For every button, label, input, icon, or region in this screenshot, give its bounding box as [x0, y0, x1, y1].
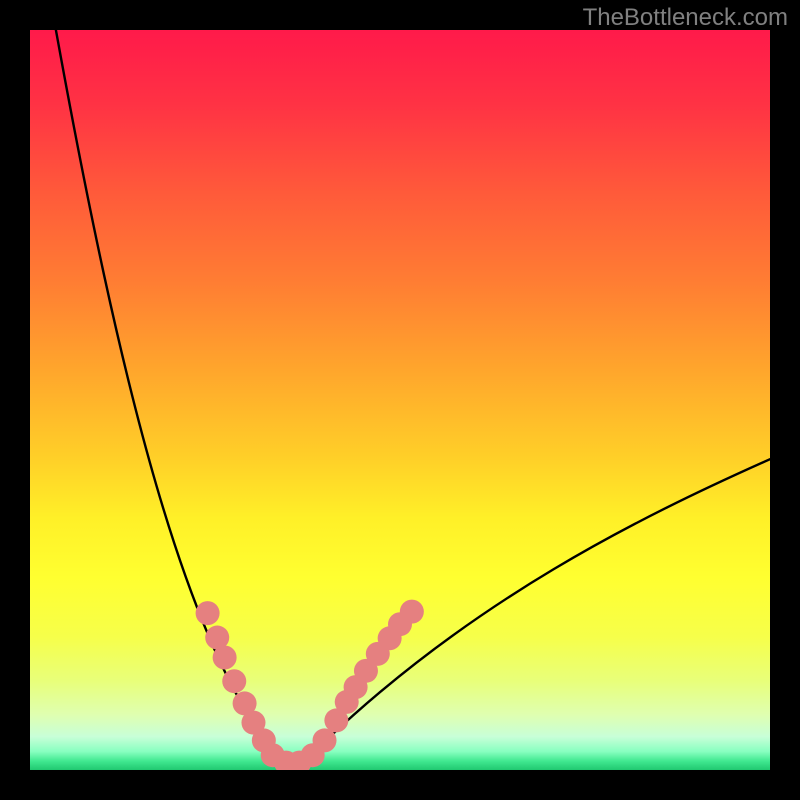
- plot-area: [30, 30, 770, 770]
- gradient-background: [30, 30, 770, 770]
- watermark-text: TheBottleneck.com: [583, 4, 788, 32]
- chart-frame: TheBottleneck.com: [0, 0, 800, 800]
- data-marker: [400, 600, 424, 624]
- chart-svg: [30, 30, 770, 770]
- data-marker: [213, 646, 237, 670]
- data-marker: [196, 601, 220, 625]
- data-marker: [313, 728, 337, 752]
- data-marker: [222, 669, 246, 693]
